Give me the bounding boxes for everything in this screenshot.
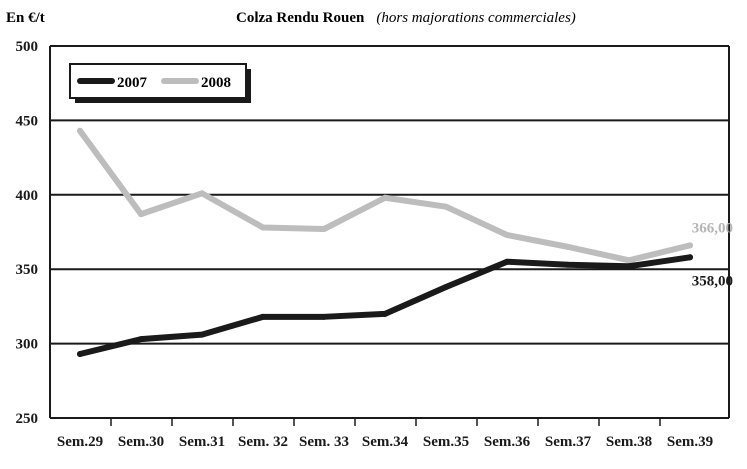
data-point-2008	[443, 203, 449, 210]
y-tick-label: 500	[16, 39, 39, 55]
chart-subtitle: (hors majorations commerciales)	[376, 10, 575, 26]
data-point-2007	[199, 331, 205, 338]
data-point-2007	[382, 310, 388, 317]
x-tick-label: Sem.37	[545, 434, 592, 450]
series-lines	[77, 127, 693, 358]
data-point-2008	[382, 194, 388, 201]
x-tick-label: Sem.34	[362, 434, 409, 450]
x-tick-label: Sem.36	[484, 434, 531, 450]
y-tick-labels: 250 300 350 400 450 500	[16, 39, 39, 427]
series-line-2007	[77, 254, 693, 358]
y-axis-label: En €/t	[6, 10, 45, 26]
gridlines	[49, 45, 730, 426]
data-point-2008	[77, 127, 83, 134]
data-point-2007	[260, 313, 266, 320]
data-point-2008	[626, 257, 632, 264]
data-point-2008	[199, 190, 205, 197]
chart-title: Colza Rendu Rouen	[236, 10, 365, 26]
data-point-2008	[565, 243, 571, 250]
data-label-2008-last: 366,00	[692, 220, 733, 236]
data-point-2007	[565, 261, 571, 268]
data-label-2007-last: 358,00	[692, 273, 733, 289]
x-tick-label: Sem.29	[57, 434, 103, 450]
y-tick-label: 250	[16, 411, 39, 427]
data-labels: 366,00 358,00	[692, 220, 733, 289]
x-tick-label: Sem.35	[423, 434, 469, 450]
chart-title-group: Colza Rendu Rouen (hors majorations comm…	[236, 9, 576, 26]
data-point-2008	[138, 211, 144, 218]
y-tick-label: 300	[16, 337, 39, 353]
legend-label-2008: 2008	[201, 75, 231, 91]
x-tick-label: Sem.30	[118, 434, 164, 450]
data-point-2007	[77, 351, 83, 358]
y-tick-label: 400	[16, 188, 39, 204]
data-point-2007	[321, 313, 327, 320]
data-point-2008	[321, 226, 327, 233]
legend: 2007 2008	[69, 63, 251, 103]
x-tick-label: Sem.31	[179, 434, 225, 450]
x-tick-label: Sem.38	[606, 434, 652, 450]
y-tick-label: 450	[16, 113, 39, 129]
data-point-2007	[626, 263, 632, 270]
data-point-2007	[504, 258, 510, 265]
x-tick-label: Sem. 33	[299, 434, 349, 450]
x-tick-labels: Sem.29 Sem.30 Sem.31 Sem. 32 Sem. 33 Sem.34 Se…	[57, 434, 713, 450]
data-point-2008	[260, 224, 266, 231]
data-point-2007	[443, 284, 449, 291]
x-tick-label: Sem.39	[667, 434, 713, 450]
data-point-2008	[687, 242, 693, 249]
data-point-2007	[138, 336, 144, 343]
y-tick-label: 350	[16, 262, 39, 278]
data-point-2007	[687, 254, 693, 261]
data-point-2008	[504, 231, 510, 238]
x-tick-label: Sem. 32	[238, 434, 288, 450]
legend-label-2007: 2007	[117, 75, 148, 91]
